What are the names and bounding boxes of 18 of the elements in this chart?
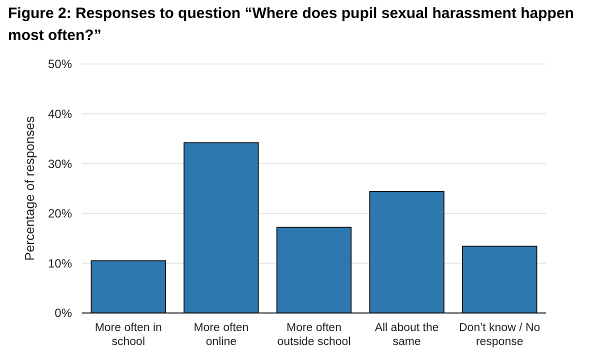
y-tick-label: 40% bbox=[48, 107, 72, 121]
y-tick-label: 20% bbox=[48, 206, 72, 221]
bar bbox=[276, 226, 352, 314]
y-axis-title: Percentage of responses bbox=[22, 116, 37, 261]
bar bbox=[90, 260, 166, 314]
x-tick-label: More often in school bbox=[94, 322, 162, 348]
y-tick-label: 10% bbox=[48, 256, 72, 270]
bar bbox=[184, 142, 259, 314]
y-tick-label: 50% bbox=[48, 57, 72, 72]
x-tick-label: All about the same bbox=[374, 322, 439, 348]
x-tick-label: More often outside school bbox=[277, 322, 351, 348]
bar bbox=[369, 190, 444, 314]
bar bbox=[462, 246, 538, 314]
x-tick-label: Don’t know / No response bbox=[459, 322, 540, 348]
y-tick-label: 0% bbox=[54, 306, 72, 320]
y-tick-label: 30% bbox=[48, 156, 72, 171]
x-tick-label: More often online bbox=[194, 322, 249, 348]
chart-title: Figure 2: Responses to question “Where does pupil sexual harassment happen most often?” bbox=[8, 5, 574, 44]
